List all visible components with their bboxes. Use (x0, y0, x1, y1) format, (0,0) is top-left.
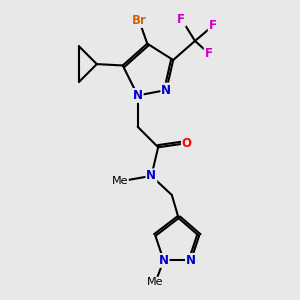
Text: O: O (182, 137, 192, 150)
Text: N: N (159, 254, 169, 267)
Text: N: N (133, 89, 143, 102)
Text: F: F (209, 20, 217, 32)
Text: Br: Br (132, 14, 146, 27)
Text: N: N (186, 254, 196, 267)
Text: F: F (177, 13, 185, 26)
Text: Me: Me (147, 277, 164, 287)
Text: N: N (146, 169, 156, 182)
Text: N: N (161, 83, 171, 97)
Text: Me: Me (112, 176, 128, 186)
Text: F: F (205, 47, 213, 60)
